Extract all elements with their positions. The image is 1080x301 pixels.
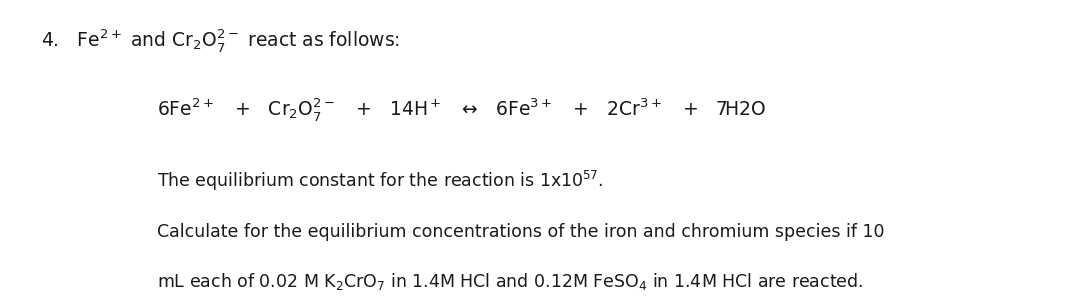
- Text: mL each of 0.02 M K$_2$CrO$_7$ in 1.4M HCl and 0.12M FeSO$_4$ in 1.4M HCl are re: mL each of 0.02 M K$_2$CrO$_7$ in 1.4M H…: [157, 271, 863, 292]
- Text: 6Fe$^{2+}$   +   Cr$_2$O$_7^{2-}$   +   14H$^+$   ↔   6Fe$^{3+}$   +   2Cr$^{3+}: 6Fe$^{2+}$ + Cr$_2$O$_7^{2-}$ + 14H$^+$ …: [157, 96, 766, 123]
- Text: 4.   Fe$^{2+}$ and Cr$_2$O$_7^{2-}$ react as follows:: 4. Fe$^{2+}$ and Cr$_2$O$_7^{2-}$ react …: [41, 27, 400, 54]
- Text: The equilibrium constant for the reaction is 1x10$^{57}$.: The equilibrium constant for the reactio…: [157, 169, 604, 193]
- Text: Calculate for the equilibrium concentrations of the iron and chromium species if: Calculate for the equilibrium concentrat…: [157, 223, 885, 241]
